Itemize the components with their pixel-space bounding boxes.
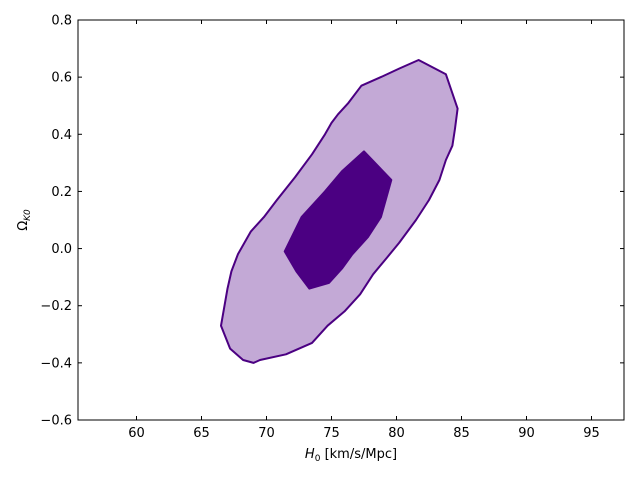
x-axis-label: H0 [km/s/Mpc] <box>305 447 397 464</box>
x-axis-label-rest: [km/s/Mpc] <box>320 447 397 462</box>
x-tick-label: 70 <box>258 426 275 441</box>
y-axis-label-main: Ω <box>16 221 31 231</box>
contour-inner <box>283 150 393 290</box>
x-tick-label: 95 <box>583 426 600 441</box>
x-axis-label-main: H <box>305 447 315 462</box>
y-tick-label: 0.6 <box>51 71 72 86</box>
plot-frame <box>77 19 625 421</box>
y-tick-label: 0.2 <box>51 185 72 200</box>
y-tick-label: 0.0 <box>51 242 72 257</box>
x-tick-label: 90 <box>518 426 535 441</box>
x-tick-label: 75 <box>323 426 340 441</box>
y-tick-label: −0.2 <box>40 299 72 314</box>
contour-regions <box>220 59 459 364</box>
y-tick-label: −0.4 <box>40 356 72 371</box>
y-axis-label-sub: K0 <box>23 209 33 221</box>
y-axis-label: ΩK0 <box>16 209 33 231</box>
y-tick-label: 0.8 <box>51 14 72 29</box>
x-axis-label-sub: 0 <box>315 454 321 464</box>
axis-ticks: 60 65 70 75 80 85 90 95 −0.6 −0.4 −0.2 0.0 0.2 0.4 0.6… <box>40 14 624 441</box>
x-tick-label: 60 <box>128 426 145 441</box>
y-tick-label: −0.6 <box>40 414 72 429</box>
x-tick-label: 80 <box>388 426 405 441</box>
x-tick-label: 65 <box>193 426 210 441</box>
y-tick-label: 0.4 <box>51 128 72 143</box>
x-tick-label: 85 <box>453 426 470 441</box>
